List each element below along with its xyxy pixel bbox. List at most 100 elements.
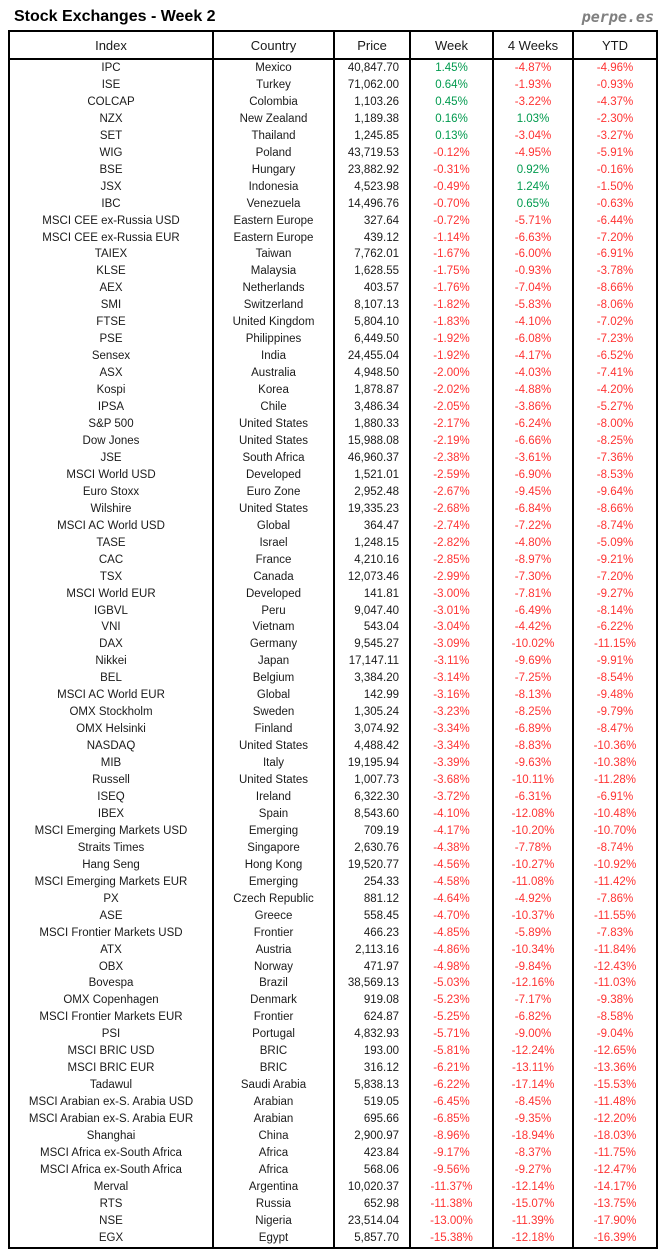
index-cell: Tadawul xyxy=(8,1077,214,1095)
4weeks-cell: -13.11% xyxy=(492,1060,574,1078)
price-cell: 43,719.53 xyxy=(333,144,411,162)
week-cell: -2.19% xyxy=(409,432,494,450)
week-cell: 0.16% xyxy=(409,110,494,128)
country-cell: Italy xyxy=(212,755,335,773)
index-cell: MSCI CEE ex-Russia USD xyxy=(8,212,214,230)
4weeks-cell: -1.93% xyxy=(492,76,574,94)
4weeks-cell: -10.02% xyxy=(492,636,574,654)
4weeks-cell: -4.17% xyxy=(492,348,574,366)
table-row: KLSE Malaysia 1,628.55 -1.75% -0.93% -3.78% xyxy=(8,263,658,281)
country-cell: United States xyxy=(212,738,335,756)
index-cell: PX xyxy=(8,890,214,908)
ytd-cell: -7.86% xyxy=(572,890,658,908)
4weeks-cell: -6.63% xyxy=(492,229,574,247)
site-logo: perpe.es xyxy=(581,8,654,26)
ytd-cell: -10.36% xyxy=(572,738,658,756)
4weeks-cell: -7.25% xyxy=(492,670,574,688)
price-cell: 1,305.24 xyxy=(333,704,411,722)
table-row: MSCI World USD Developed 1,521.01 -2.59% -6.… xyxy=(8,466,658,484)
price-cell: 254.33 xyxy=(333,873,411,891)
table-row: MSCI Africa ex-South Africa Africa 568.06-… xyxy=(8,1161,658,1179)
price-cell: 364.47 xyxy=(333,517,411,535)
country-cell: United Kingdom xyxy=(212,314,335,332)
table-row: OMX Copenhagen Denmark 919.08 -5.23% -7.17% -… xyxy=(8,992,658,1010)
price-cell: 142.99 xyxy=(333,687,411,705)
4weeks-cell: -10.27% xyxy=(492,856,574,874)
week-cell: -3.72% xyxy=(409,788,494,806)
country-cell: Ireland xyxy=(212,788,335,806)
country-cell: Thailand xyxy=(212,127,335,145)
ytd-cell: -8.47% xyxy=(572,721,658,739)
table-row: MSCI AC World USD Global 364.47 -2.74% -7.22… xyxy=(8,517,658,535)
4weeks-cell: -3.86% xyxy=(492,399,574,417)
4weeks-cell: -7.04% xyxy=(492,280,574,298)
4weeks-cell: -4.42% xyxy=(492,619,574,637)
ytd-cell: -0.16% xyxy=(572,161,658,179)
week-cell: -5.25% xyxy=(409,1009,494,1027)
index-cell: Shanghai xyxy=(8,1128,214,1145)
4weeks-cell: -10.37% xyxy=(492,907,574,925)
price-cell: 519.05 xyxy=(333,1094,411,1112)
week-cell: -3.39% xyxy=(409,755,494,773)
country-cell: Malaysia xyxy=(212,263,335,281)
index-cell: DAX xyxy=(8,636,214,654)
price-cell: 5,857.70 xyxy=(333,1229,411,1248)
country-cell: BRIC xyxy=(212,1043,335,1061)
table-row: IBC Venezuela 14,496.76 -0.70% 0.65% -0.63% xyxy=(8,195,658,213)
country-cell: Venezuela xyxy=(212,195,335,213)
price-cell: 1,248.15 xyxy=(333,534,411,552)
week-cell: -3.01% xyxy=(409,602,494,620)
table-row: S&P 500 United States 1,880.33 -2.17% -6.24%… xyxy=(8,416,658,433)
4weeks-cell: -3.22% xyxy=(492,93,574,111)
table-row: CAC France 4,210.16 -2.85% -8.97% -9.21% xyxy=(8,551,658,569)
country-cell: Indonesia xyxy=(212,178,335,196)
country-cell: Turkey xyxy=(212,76,335,94)
ytd-cell: -0.93% xyxy=(572,76,658,94)
4weeks-cell: -11.08% xyxy=(492,873,574,891)
price-cell: 2,113.16 xyxy=(333,941,411,959)
ytd-cell: -12.43% xyxy=(572,958,658,976)
country-cell: Taiwan xyxy=(212,246,335,264)
ytd-cell: -9.48% xyxy=(572,687,658,705)
ytd-cell: -4.96% xyxy=(572,59,658,77)
index-cell: Bovespa xyxy=(8,975,214,993)
table-row: Russell United States 1,007.73 -3.68% -10.11… xyxy=(8,772,658,789)
week-cell: -6.22% xyxy=(409,1077,494,1095)
price-cell: 141.81 xyxy=(333,585,411,603)
price-cell: 568.06 xyxy=(333,1161,411,1179)
4weeks-cell: -12.18% xyxy=(492,1229,574,1248)
index-cell: S&P 500 xyxy=(8,416,214,433)
4weeks-cell: -8.13% xyxy=(492,687,574,705)
week-cell: -1.92% xyxy=(409,331,494,349)
4weeks-cell: -7.22% xyxy=(492,517,574,535)
4weeks-cell: -8.45% xyxy=(492,1094,574,1112)
week-cell: -2.00% xyxy=(409,365,494,383)
table-row: MSCI Emerging Markets USD Emerging 709.19-… xyxy=(8,822,658,840)
country-cell: United States xyxy=(212,500,335,518)
table-row: Bovespa Brazil 38,569.13 -5.03% -12.16% -11.0… xyxy=(8,975,658,993)
price-cell: 471.97 xyxy=(333,958,411,976)
price-cell: 10,020.37 xyxy=(333,1178,411,1196)
week-cell: -1.92% xyxy=(409,348,494,366)
country-cell: Africa xyxy=(212,1161,335,1179)
4weeks-cell: -4.87% xyxy=(492,59,574,77)
table-row: BSE Hungary 23,882.92 -0.31% 0.92% -0.16% xyxy=(8,161,658,179)
ytd-cell: -8.58% xyxy=(572,1009,658,1027)
country-cell: Arabian xyxy=(212,1094,335,1112)
country-cell: Developed xyxy=(212,466,335,484)
4weeks-cell: -6.89% xyxy=(492,721,574,739)
index-cell: NSE xyxy=(8,1212,214,1230)
4weeks-cell: -11.39% xyxy=(492,1212,574,1230)
price-cell: 709.19 xyxy=(333,822,411,840)
index-cell: IPSA xyxy=(8,399,214,417)
4weeks-cell: -9.84% xyxy=(492,958,574,976)
index-cell: TSX xyxy=(8,568,214,586)
table-row: PSE Philippines 6,449.50 -1.92% -6.08% -7.23% xyxy=(8,331,658,349)
ytd-cell: -0.63% xyxy=(572,195,658,213)
index-cell: Nikkei xyxy=(8,653,214,671)
4weeks-cell: -3.04% xyxy=(492,127,574,145)
index-cell: TASE xyxy=(8,534,214,552)
week-cell: -5.81% xyxy=(409,1043,494,1061)
table-row: Wilshire United States 19,335.23 -2.68% -6.8… xyxy=(8,500,658,518)
table-row: Kospi Korea 1,878.87 -2.02% -4.88% -4.20% xyxy=(8,382,658,400)
